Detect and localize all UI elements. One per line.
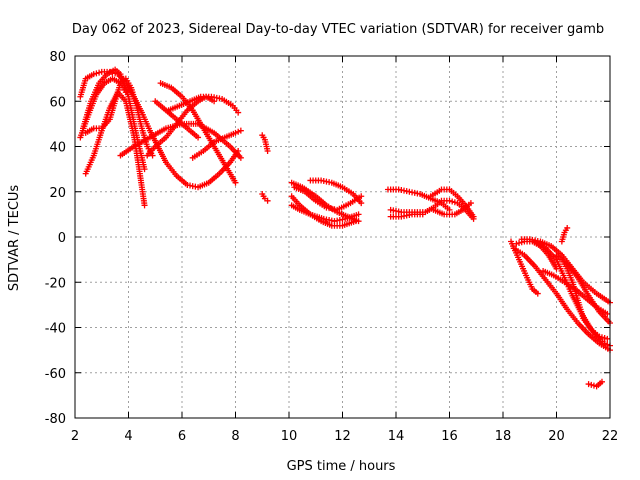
data-point bbox=[355, 211, 362, 218]
data-points bbox=[77, 66, 613, 390]
data-point bbox=[237, 127, 244, 134]
data-point bbox=[596, 333, 603, 340]
data-point bbox=[446, 197, 453, 204]
x-tick-label: 2 bbox=[71, 429, 79, 444]
data-point bbox=[264, 148, 271, 155]
y-tick-label: -40 bbox=[45, 322, 66, 337]
chart-title: Day 062 of 2023, Sidereal Day-to-day VTE… bbox=[72, 22, 604, 37]
data-point bbox=[232, 179, 239, 186]
data-point bbox=[141, 202, 148, 209]
x-tick-labels: 2 4 6 8 10 12 14 16 18 20 22 bbox=[71, 429, 618, 444]
data-point bbox=[237, 154, 244, 161]
x-axis-label: GPS time / hours bbox=[287, 459, 396, 474]
data-point bbox=[604, 341, 611, 348]
grid-lines bbox=[75, 56, 610, 418]
data-point bbox=[564, 224, 571, 231]
plot-frame bbox=[74, 55, 611, 419]
data-point bbox=[590, 382, 597, 389]
x-tick-label: 6 bbox=[178, 429, 186, 444]
y-tick-label: 80 bbox=[49, 50, 66, 65]
data-point bbox=[467, 200, 474, 207]
data-point bbox=[516, 240, 523, 247]
x-tick-label: 4 bbox=[124, 429, 132, 444]
y-tick-label: 20 bbox=[49, 186, 66, 201]
data-point bbox=[93, 70, 100, 77]
data-point bbox=[601, 340, 608, 347]
x-tick-label: 8 bbox=[231, 429, 239, 444]
data-point bbox=[358, 193, 365, 200]
data-point bbox=[358, 200, 365, 207]
x-tick-label: 20 bbox=[548, 429, 565, 444]
data-point bbox=[232, 129, 239, 136]
data-point bbox=[235, 109, 242, 116]
data-point bbox=[352, 218, 359, 225]
data-point bbox=[604, 335, 611, 342]
data-point bbox=[470, 215, 477, 222]
data-point bbox=[449, 198, 456, 205]
data-point bbox=[264, 197, 271, 204]
y-tick-label: 40 bbox=[49, 141, 66, 156]
data-point bbox=[122, 89, 129, 96]
data-point bbox=[141, 166, 148, 173]
y-tick-label: -20 bbox=[45, 276, 66, 291]
y-tick-labels: 80 60 40 20 0 -20 -40 -60 -80 bbox=[45, 50, 66, 427]
y-tick-label: 60 bbox=[49, 95, 66, 110]
y-tick-label: -80 bbox=[45, 412, 66, 427]
data-point bbox=[195, 134, 202, 141]
x-tick-label: 12 bbox=[334, 429, 351, 444]
x-tick-label: 18 bbox=[495, 429, 512, 444]
y-axis-label: SDTVAR / TECUs bbox=[7, 185, 22, 292]
data-point bbox=[513, 240, 520, 247]
data-point bbox=[534, 290, 541, 297]
x-tick-label: 10 bbox=[281, 429, 298, 444]
data-point bbox=[211, 98, 218, 105]
y-tick-label: 0 bbox=[58, 231, 66, 246]
x-tick-label: 22 bbox=[602, 429, 619, 444]
data-point bbox=[598, 334, 605, 341]
data-point bbox=[451, 199, 458, 206]
data-point bbox=[90, 71, 97, 78]
data-point bbox=[96, 69, 103, 76]
data-point bbox=[598, 378, 605, 385]
x-tick-label: 14 bbox=[388, 429, 405, 444]
data-point bbox=[588, 381, 595, 388]
data-point bbox=[604, 310, 611, 317]
data-point bbox=[601, 335, 608, 342]
x-tick-label: 16 bbox=[441, 429, 458, 444]
data-point bbox=[149, 152, 156, 159]
data-point bbox=[235, 128, 242, 135]
data-point bbox=[585, 381, 592, 388]
y-tick-label: -60 bbox=[45, 367, 66, 382]
